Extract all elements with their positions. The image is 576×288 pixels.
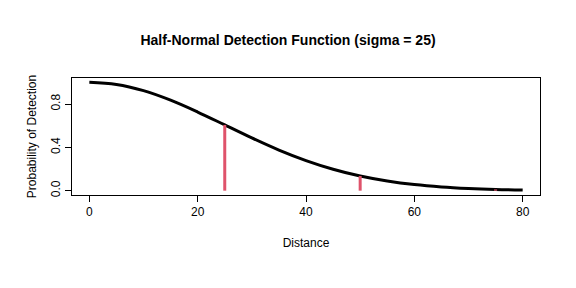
svg-text:80: 80 (516, 205, 530, 219)
svg-text:20: 20 (191, 205, 205, 219)
svg-text:40: 40 (299, 205, 313, 219)
svg-text:Half-Normal Detection Function: Half-Normal Detection Function (sigma = … (140, 32, 435, 48)
svg-text:0.4: 0.4 (49, 137, 63, 154)
svg-text:Distance: Distance (283, 236, 330, 250)
svg-text:0.0: 0.0 (49, 180, 63, 197)
svg-text:0: 0 (86, 205, 93, 219)
svg-text:0.8: 0.8 (49, 94, 63, 111)
svg-text:Probability of Detection: Probability of Detection (25, 75, 39, 198)
svg-text:60: 60 (408, 205, 422, 219)
